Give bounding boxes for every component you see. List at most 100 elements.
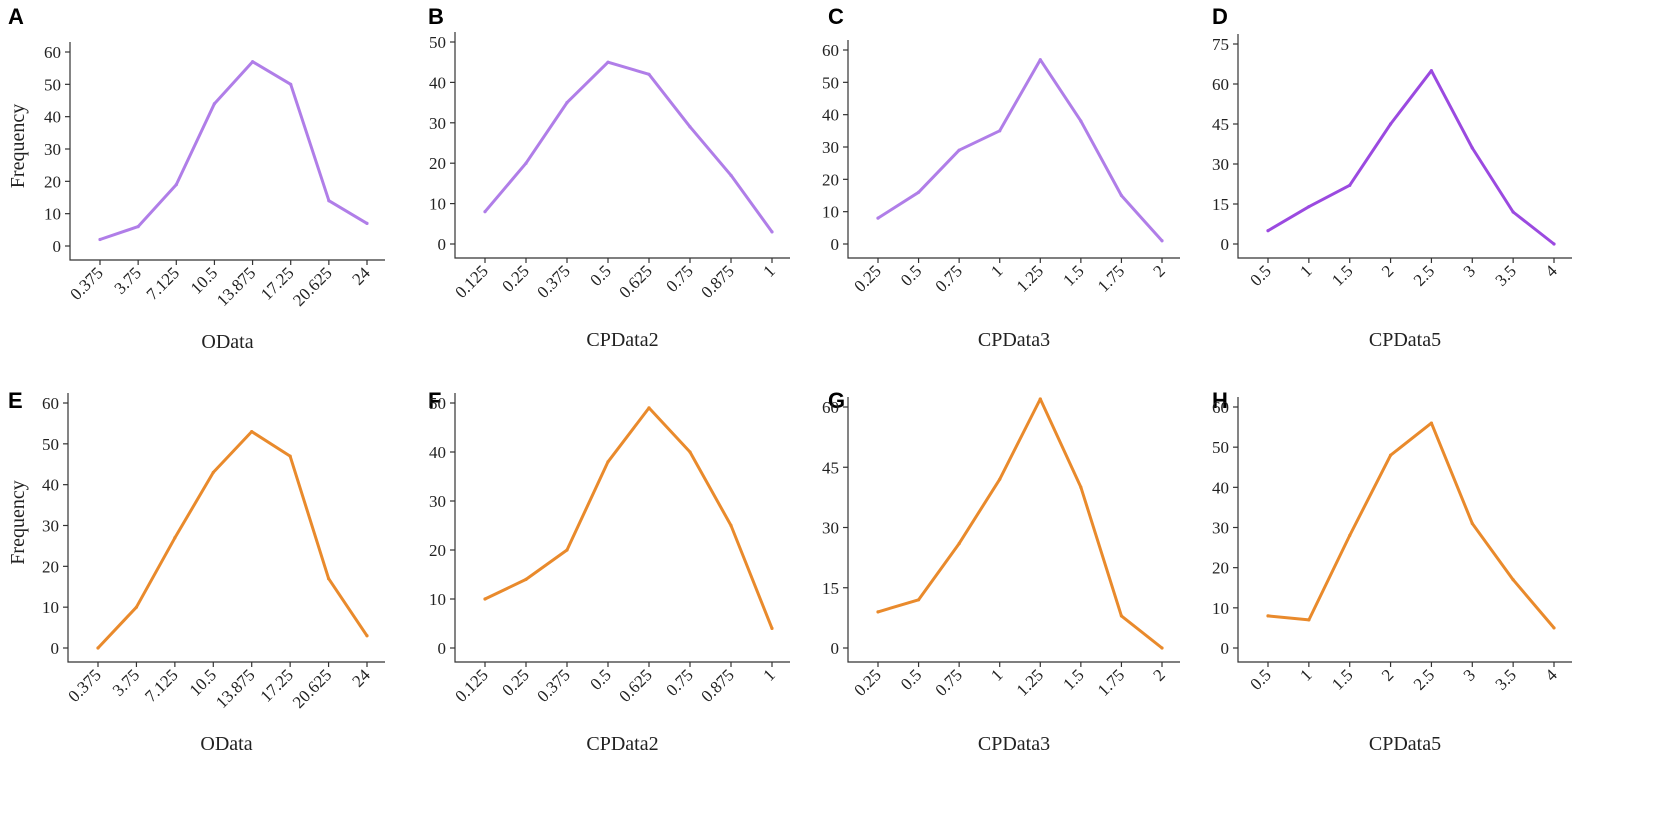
y-tick-label: 0 (1221, 235, 1230, 254)
data-point (98, 237, 102, 242)
y-tick-label: 10 (42, 598, 59, 617)
y-tick-label: 50 (429, 394, 446, 413)
x-tick-label: 2.5 (1410, 261, 1438, 289)
y-tick-label: 0 (1221, 639, 1230, 658)
panel-c: C 0 10 20 30 40 50 60 0.25 0.5 0.75 1 1.25 1.5 1.75 2 CP… (822, 4, 1180, 351)
x-axis-title: CPData3 (978, 329, 1050, 351)
x-tick-label: 0.125 (451, 665, 491, 705)
axis-lines (69, 42, 385, 261)
x-tick-label: 4 (1541, 665, 1561, 685)
x-tick-label: 2 (1149, 261, 1168, 280)
data-point (1038, 397, 1042, 401)
series-line (876, 58, 1164, 243)
panel-label: C (828, 4, 844, 29)
y-tick-label: 40 (44, 108, 61, 127)
y-tick-label: 50 (42, 435, 59, 454)
x-tick-label: 2.5 (1410, 665, 1438, 693)
panel-label: B (428, 4, 444, 29)
data-point (1429, 421, 1434, 425)
data-point (688, 450, 692, 454)
x-axis-title: OData (201, 331, 253, 353)
panel-d: D 0 15 30 45 60 75 0.5 1 1.5 2 2.5 3 3.5 4 CPData5 (1212, 4, 1572, 351)
data-point (250, 429, 254, 434)
panel-b: B 0 10 20 30 40 50 0.125 0.25 0.375 0.5 0.625 0.75 0.… (428, 4, 790, 351)
x-tick-label: 1 (1296, 665, 1315, 684)
y-tick-label: 30 (429, 114, 446, 133)
x-tick-label: 0.75 (662, 261, 696, 295)
x-axis-title: OData (200, 733, 252, 755)
x-tick-label: 3.5 (1492, 261, 1520, 289)
y-tick-label: 60 (822, 41, 839, 60)
data-point (174, 182, 178, 187)
axis-lines (847, 40, 1180, 259)
data-point (770, 230, 774, 234)
x-axis-title: CPData3 (978, 733, 1050, 755)
data-point (289, 82, 293, 86)
data-point (1079, 485, 1083, 489)
data-point (1119, 193, 1124, 198)
x-tick-label: 0.375 (533, 665, 573, 705)
y-axis-title: Frequency (7, 104, 29, 188)
panel-label: H (1212, 388, 1228, 413)
series-line (1266, 69, 1556, 246)
y-tick-label: 50 (429, 33, 446, 52)
data-point (365, 221, 369, 225)
y-tick-label: 10 (429, 590, 446, 609)
x-tick-label: 1.5 (1328, 665, 1356, 693)
x-tick-label: 0.5 (586, 665, 614, 693)
data-point (212, 102, 217, 106)
x-tick-label: 0.125 (451, 261, 491, 301)
x-axis-title: CPData2 (586, 733, 658, 755)
x-tick-label: 0.25 (850, 665, 884, 699)
y-tick-label: 45 (1212, 115, 1229, 134)
x-tick-label: 0.5 (1246, 261, 1274, 289)
x-tick-label: 1 (987, 665, 1006, 684)
y-tick-label: 60 (1212, 398, 1229, 417)
x-tick-label: 0.5 (897, 665, 925, 693)
x-tick-label: 3.75 (109, 665, 143, 699)
data-point (250, 60, 255, 64)
data-point (483, 597, 487, 601)
axis-lines (454, 32, 790, 259)
y-tick-label: 20 (429, 541, 446, 560)
x-tick-label: 1.25 (1013, 261, 1047, 295)
y-tick-label: 20 (822, 170, 839, 189)
y-tick-label: 60 (42, 394, 59, 413)
panel-g: G 0 15 30 45 60 0.25 0.5 0.75 1 1.25 1.5 1.75 2 CPData… (822, 388, 1180, 755)
data-point (606, 60, 610, 64)
y-tick-label: 50 (1212, 438, 1229, 457)
data-point (327, 199, 331, 203)
y-tick-label: 50 (822, 73, 839, 92)
data-point (916, 598, 921, 602)
data-point (288, 454, 292, 458)
x-tick-label: 0.625 (615, 261, 655, 301)
axis-lines (1237, 34, 1572, 259)
axis-lines (454, 393, 790, 663)
data-point (1119, 614, 1124, 618)
data-point (1388, 122, 1393, 126)
data-point (136, 225, 140, 229)
data-point (1511, 578, 1515, 582)
data-point (876, 610, 880, 614)
x-axis-title: CPData5 (1369, 733, 1441, 755)
y-tick-label: 20 (42, 557, 59, 576)
data-point (1307, 618, 1311, 622)
x-tick-label: 24 (348, 665, 374, 691)
x-tick-label: 1 (1296, 261, 1315, 280)
x-tick-label: 0.375 (66, 263, 106, 303)
y-tick-label: 30 (42, 517, 59, 536)
data-point (326, 576, 331, 581)
data-point (647, 406, 651, 410)
x-tick-label: 0.75 (931, 261, 965, 295)
data-point (365, 634, 369, 638)
x-tick-label: 1 (759, 665, 778, 684)
y-tick-label: 0 (438, 235, 447, 254)
x-tick-label: 0.25 (850, 261, 884, 295)
y-tick-label: 0 (53, 237, 62, 256)
y-tick-label: 10 (1212, 599, 1229, 618)
data-point (1552, 242, 1556, 246)
y-tick-label: 10 (429, 195, 446, 214)
panel-h: H 0 10 20 30 40 50 60 0.5 1 1.5 2 2.5 3 3.5 4 CPData5 (1212, 388, 1572, 755)
